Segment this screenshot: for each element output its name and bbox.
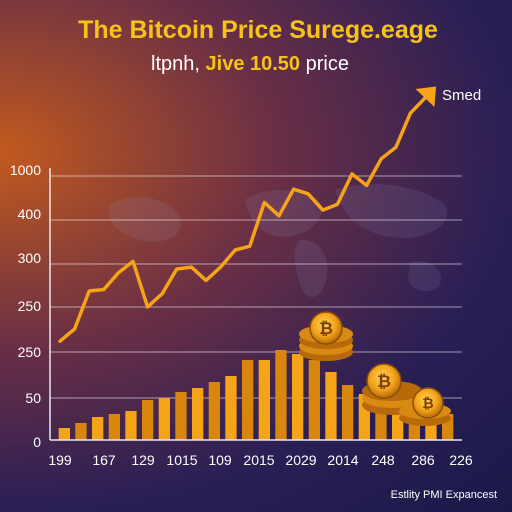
x-tick-label: 226 bbox=[449, 452, 473, 468]
bar bbox=[342, 385, 354, 440]
x-tick-label: 109 bbox=[208, 452, 232, 468]
x-tick-label: 248 bbox=[371, 452, 395, 468]
bar bbox=[292, 354, 304, 440]
x-tick-label: 167 bbox=[92, 452, 116, 468]
x-tick-label: 2014 bbox=[327, 452, 358, 468]
bar bbox=[142, 400, 154, 440]
y-tick-label: 0 bbox=[33, 434, 41, 450]
x-tick-label: 199 bbox=[48, 452, 72, 468]
subtitle-prefix: ltpnh, bbox=[151, 53, 205, 75]
y-tick-label: 300 bbox=[18, 250, 42, 266]
bar bbox=[325, 372, 337, 440]
bar bbox=[275, 350, 287, 440]
bar bbox=[192, 388, 204, 440]
x-tick-label: 1015 bbox=[166, 452, 197, 468]
bar bbox=[442, 414, 454, 440]
svg-text:₿: ₿ bbox=[422, 396, 433, 412]
y-tick-label: 250 bbox=[18, 344, 42, 360]
y-axis-ticks: 1000 400 300 250 250 50 0 bbox=[10, 162, 41, 450]
grid bbox=[50, 175, 462, 399]
y-tick-label: 250 bbox=[18, 298, 42, 314]
subtitle-highlight: Jive 10.50 bbox=[206, 53, 301, 75]
bar bbox=[92, 417, 104, 440]
world-map-backdrop bbox=[108, 184, 448, 298]
svg-text:₿: ₿ bbox=[377, 372, 391, 392]
bars bbox=[58, 350, 454, 440]
x-tick-label: 2015 bbox=[243, 452, 274, 468]
bitcoin-coin-icon bbox=[412, 387, 444, 419]
bar bbox=[375, 400, 387, 440]
bar bbox=[175, 392, 187, 440]
price-trend-line bbox=[58, 96, 427, 343]
chart-title: The Bitcoin Price Surege.eage bbox=[78, 16, 438, 44]
y-tick-label: 50 bbox=[25, 390, 41, 406]
chart-subtitle: ltpnh, Jive 10.50 price bbox=[151, 53, 349, 75]
bar bbox=[75, 423, 87, 440]
axes bbox=[49, 168, 462, 441]
bar bbox=[242, 360, 254, 440]
bar bbox=[225, 376, 237, 440]
bar bbox=[358, 394, 370, 440]
bitcoin-coin-icon bbox=[309, 311, 343, 345]
bar bbox=[258, 360, 270, 440]
coin-stack-large: ₿ bbox=[299, 311, 353, 361]
source-footer: Estlity PMI Expancest bbox=[391, 489, 497, 501]
bar bbox=[392, 404, 404, 440]
subtitle-suffix: price bbox=[300, 53, 349, 75]
bar bbox=[308, 360, 320, 440]
trend-annotation: Smed bbox=[442, 87, 481, 104]
x-tick-label: 286 bbox=[411, 452, 435, 468]
y-tick-label: 1000 bbox=[10, 162, 41, 178]
x-tick-label: 129 bbox=[131, 452, 155, 468]
bar bbox=[425, 412, 437, 440]
trend-arrow-head-icon bbox=[415, 86, 437, 107]
bar bbox=[108, 414, 120, 440]
bitcoin-coin-icon bbox=[366, 363, 402, 399]
bar bbox=[125, 411, 137, 440]
x-axis-ticks: 199 167 129 1015 109 2015 2029 2014 248 … bbox=[48, 452, 473, 468]
y-tick-label: 400 bbox=[18, 206, 42, 222]
bar bbox=[208, 382, 220, 440]
bar bbox=[58, 428, 70, 440]
coin-stack-small: ₿ ₿ bbox=[362, 363, 451, 426]
bar bbox=[158, 398, 170, 440]
x-tick-label: 2029 bbox=[285, 452, 316, 468]
svg-text:₿: ₿ bbox=[319, 319, 333, 339]
